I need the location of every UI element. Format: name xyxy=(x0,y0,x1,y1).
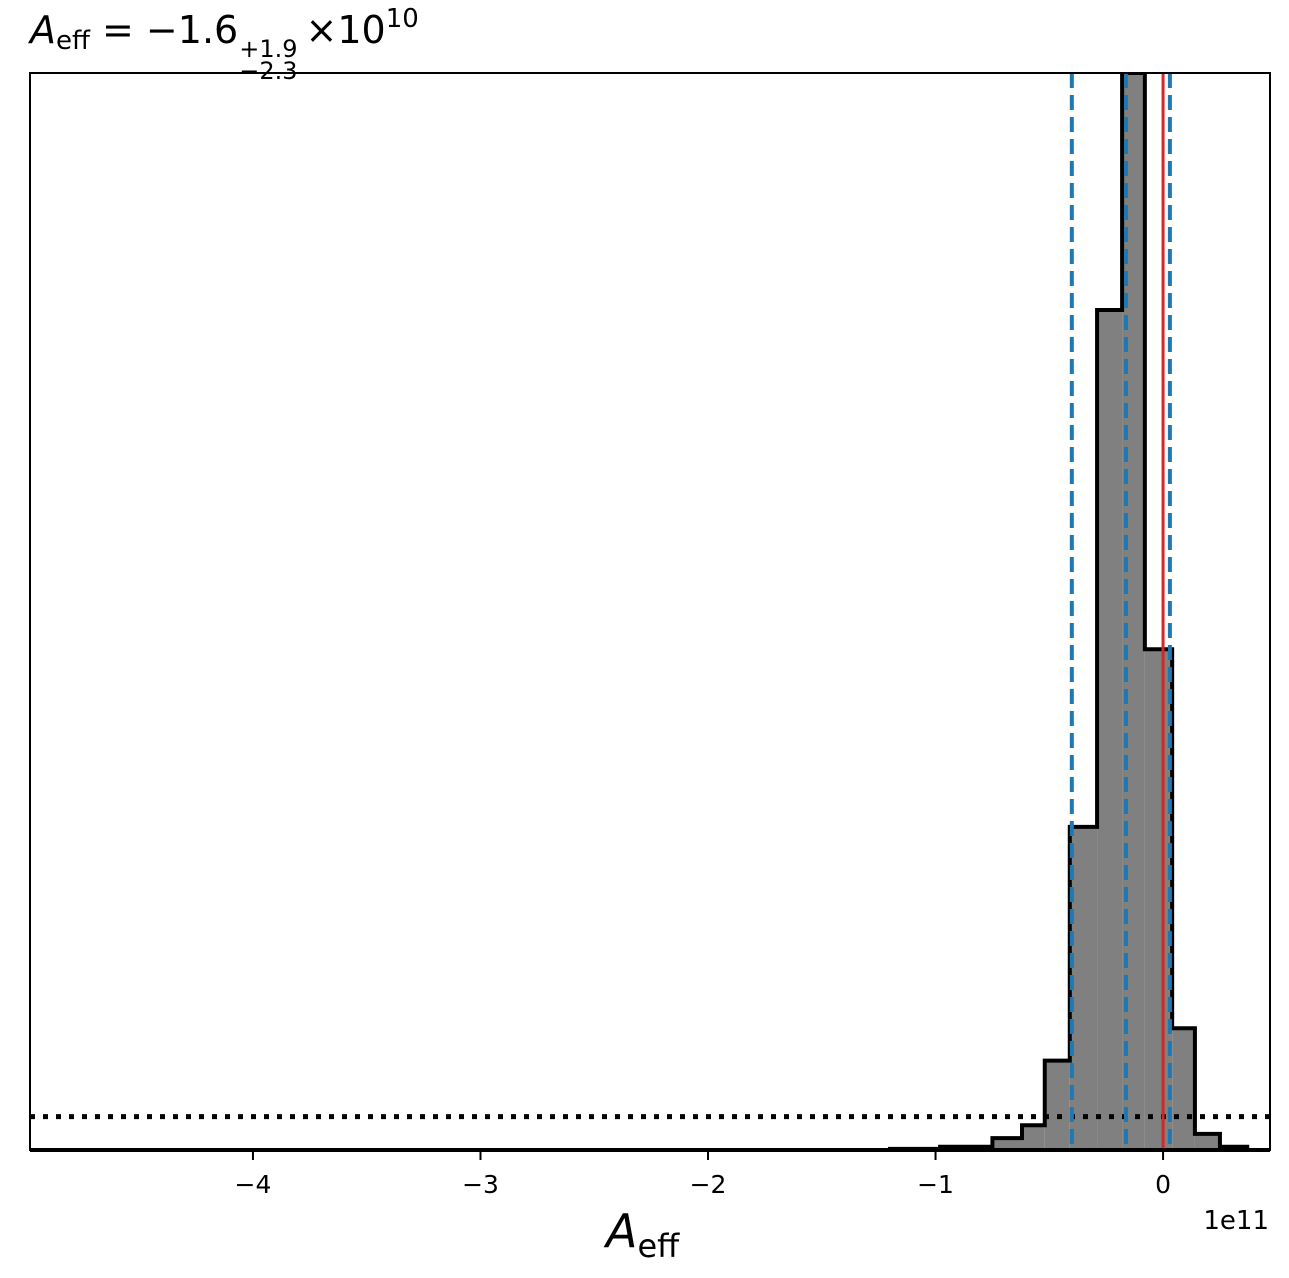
x-tick-label: −3 xyxy=(462,1170,499,1199)
histogram-bar xyxy=(1172,1028,1195,1150)
histogram-outline xyxy=(888,73,1250,1150)
histogram-bar xyxy=(1097,309,1123,1150)
x-tick-label: −1 xyxy=(917,1170,954,1199)
x-axis-offset-label: 1e11 xyxy=(1203,1206,1269,1236)
histogram-bar xyxy=(1022,1125,1045,1150)
histogram-bar xyxy=(1044,1060,1070,1150)
x-axis-label: Aeff xyxy=(606,1204,680,1265)
histogram-bar xyxy=(1194,1133,1220,1150)
x-tick-label: −2 xyxy=(690,1170,727,1199)
x-tick-label: 0 xyxy=(1155,1170,1171,1199)
x-tick-label: −4 xyxy=(235,1170,272,1199)
histogram-bar xyxy=(992,1138,1022,1150)
histogram-bar xyxy=(1144,649,1173,1150)
chart-title: Aeff = −1.6 +1.9 −2.3 ×1010 xyxy=(30,4,419,85)
histogram-bar xyxy=(1069,826,1098,1150)
